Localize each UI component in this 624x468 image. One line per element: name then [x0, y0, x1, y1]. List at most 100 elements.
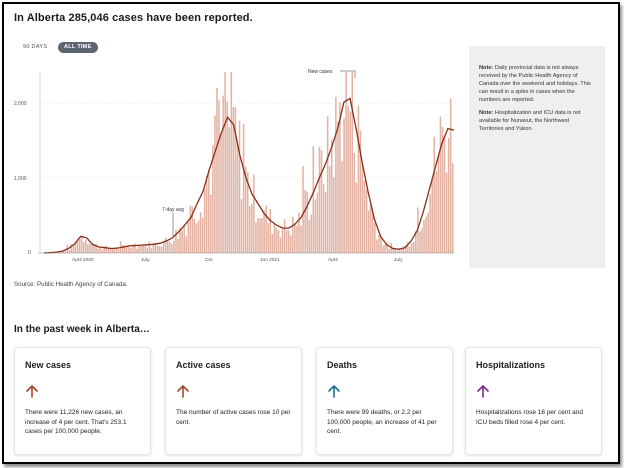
x-tick-label: April — [328, 257, 338, 263]
new-cases-bar — [93, 244, 95, 253]
new-cases-bar — [68, 249, 71, 253]
new-cases-bar — [156, 245, 159, 253]
new-cases-bar — [447, 138, 450, 253]
new-cases-bar — [214, 115, 216, 253]
cases-chart: 2,000 1,000 0 April 2020 July Oct Jan 20… — [14, 69, 455, 263]
new-cases-bar — [76, 239, 79, 253]
new-cases-bar — [314, 199, 317, 253]
new-cases-bar — [283, 219, 286, 253]
note-paragraph: Note: Daily provincial data is not alway… — [479, 64, 595, 104]
new-cases-bar — [425, 216, 427, 253]
new-cases-bar — [205, 175, 208, 253]
new-cases-bar — [343, 118, 345, 253]
seven-day-avg-annotation: 7-day avg — [162, 207, 184, 213]
note-label: Note: — [479, 65, 494, 71]
x-tick-label: April 2020 — [72, 257, 94, 263]
new-cases-bar — [171, 244, 173, 253]
card-title: Active cases — [176, 360, 231, 370]
new-cases-bar — [359, 130, 362, 253]
new-cases-bar — [123, 245, 126, 253]
card-text: There were 99 deaths, or 2.2 per 100,000… — [327, 409, 437, 435]
new-cases-bar — [230, 72, 233, 253]
new-cases-bar — [326, 116, 329, 254]
new-cases-bar — [337, 121, 339, 253]
new-cases-bar — [324, 192, 327, 253]
new-cases-bar — [349, 111, 351, 253]
new-cases-bar — [146, 247, 149, 253]
arrow-up-icon — [26, 385, 38, 398]
new-cases-bar — [415, 231, 417, 253]
new-cases-bar — [128, 247, 130, 253]
range-all-time-button[interactable]: ALL TIME — [58, 42, 98, 53]
new-cases-bar — [144, 244, 146, 253]
new-cases-bar — [253, 174, 255, 253]
new-cases-bar — [402, 246, 405, 253]
new-cases-bar — [191, 206, 194, 253]
new-cases-bar — [154, 242, 157, 253]
new-cases-bar — [261, 218, 263, 253]
new-cases-bar — [216, 88, 218, 253]
new-cases-bar — [339, 102, 341, 253]
new-cases-bar — [136, 248, 138, 253]
new-cases-bar — [167, 240, 169, 253]
new-cases-bar — [392, 247, 395, 253]
new-cases-bar — [62, 250, 64, 253]
new-cases-bar — [382, 245, 384, 253]
new-cases-bar — [162, 241, 165, 253]
new-cases-bar — [201, 217, 204, 253]
new-cases-bar — [80, 235, 83, 253]
new-cases-bar — [130, 247, 132, 253]
new-cases-bar — [220, 133, 222, 253]
new-cases-bar — [312, 146, 315, 253]
x-tick-label: July — [141, 257, 150, 263]
new-cases-bar — [228, 126, 231, 253]
new-cases-bar — [427, 212, 429, 253]
page-frame: In Alberta 285,046 cases have been repor… — [2, 2, 620, 464]
card-text: The number of active cases rose 10 per c… — [176, 409, 291, 426]
new-cases-bar — [103, 246, 105, 253]
new-cases-bar — [95, 243, 97, 253]
new-cases-bar — [115, 247, 118, 253]
active-cases-card: Active cases The number of active cases … — [165, 347, 302, 455]
deaths-card: Deaths There were 99 deaths, or 2.2 per … — [316, 347, 453, 455]
new-cases-bar — [367, 210, 370, 253]
new-cases-bar — [269, 209, 272, 253]
new-cases-bar — [328, 166, 331, 253]
new-cases-bar — [386, 242, 388, 253]
new-cases-bar — [89, 243, 91, 253]
arrow-up-icon — [477, 385, 489, 398]
new-cases-bar — [306, 191, 308, 253]
new-cases-bar — [189, 205, 192, 253]
new-cases-bar — [298, 212, 300, 253]
new-cases-bar — [398, 248, 401, 253]
new-cases-bar — [173, 240, 175, 253]
range-90-days-button[interactable]: 90 DAYS — [17, 42, 54, 53]
note-label: Note: — [479, 110, 494, 116]
new-cases-bar — [210, 195, 212, 253]
new-cases-bar — [279, 237, 282, 253]
card-title: Deaths — [327, 360, 358, 370]
card-title: New cases — [25, 360, 72, 370]
new-cases-bar — [449, 98, 452, 253]
new-cases-card: New cases There were 11,226 new cases, a… — [14, 347, 151, 455]
new-cases-bar — [396, 250, 399, 253]
new-cases-bar — [113, 249, 116, 253]
new-cases-bar — [164, 237, 167, 253]
new-cases-bar — [251, 204, 253, 253]
new-cases-bar — [101, 249, 103, 253]
new-cases-bar — [421, 227, 423, 253]
y-tick-label: 0 — [28, 250, 31, 256]
new-cases-bar — [287, 230, 290, 253]
new-cases-annotation-line — [340, 70, 356, 78]
new-cases-bar — [273, 224, 276, 253]
new-cases-bar — [246, 171, 249, 253]
new-cases-bar — [150, 248, 153, 253]
new-cases-bar — [121, 244, 124, 253]
new-cases-bar — [234, 107, 237, 253]
new-cases-bar — [259, 218, 261, 253]
new-cases-bar — [224, 72, 226, 253]
new-cases-bar — [372, 212, 374, 253]
new-cases-bar — [177, 238, 179, 253]
new-cases-bar — [441, 127, 444, 253]
new-cases-bar — [85, 239, 87, 253]
